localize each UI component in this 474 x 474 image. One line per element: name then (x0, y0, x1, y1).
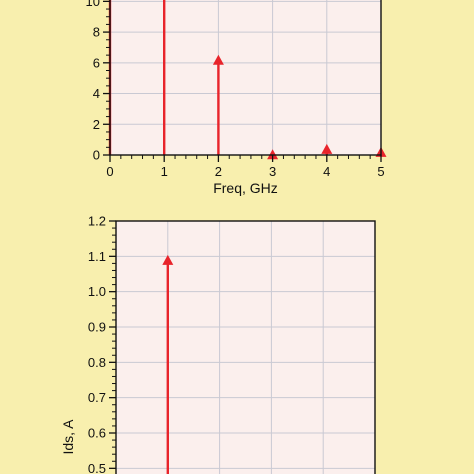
bottom-plot-frame (115, 220, 376, 474)
plot-border (115, 220, 376, 474)
y-tick-label: 1.2 (88, 214, 106, 229)
bottom-stems (162, 254, 174, 474)
y-tick-label: 0.9 (88, 320, 106, 335)
y-tick-label: 1.0 (88, 284, 106, 299)
top-plot-area (110, 0, 381, 155)
y-tick-label: 0.5 (88, 461, 106, 474)
y-tick-label: 4 (93, 86, 100, 101)
x-tick-label: 0 (106, 164, 113, 179)
x-tick-label: 2 (215, 164, 222, 179)
y-tick-label: 10 (86, 0, 100, 9)
frequency-spectrum-chart: 0 2 4 6 8 10 0 1 2 3 4 5 Freq, GHz (86, 0, 387, 196)
bottom-y-axis-title: Ids, A (60, 419, 76, 455)
y-tick-label: 2 (93, 117, 100, 132)
x-tick-label: 3 (269, 164, 276, 179)
y-tick-label: 0.8 (88, 355, 106, 370)
drain-current-chart: 0.5 0.6 0.7 0.8 0.9 1.0 1.1 1.2 Ids, A (60, 214, 376, 474)
top-x-axis-title: Freq, GHz (213, 180, 278, 196)
x-tick-label: 4 (323, 164, 330, 179)
x-tick-label: 1 (161, 164, 168, 179)
y-tick-label: 6 (93, 55, 100, 70)
stem-marker (321, 143, 333, 154)
y-tick-label: 8 (93, 25, 100, 40)
y-tick-label: 0 (93, 148, 100, 163)
y-tick-label: 0.6 (88, 426, 106, 441)
top-plot-frame (109, 0, 382, 156)
y-tick-label: 1.1 (88, 249, 106, 264)
stem-marker (267, 149, 279, 160)
y-tick-label: 0.7 (88, 390, 106, 405)
stem-marker (162, 254, 174, 265)
plot-border (109, 0, 382, 156)
x-tick-label: 5 (377, 164, 384, 179)
bottom-plot-area (116, 221, 375, 474)
stem-marker (212, 54, 224, 65)
